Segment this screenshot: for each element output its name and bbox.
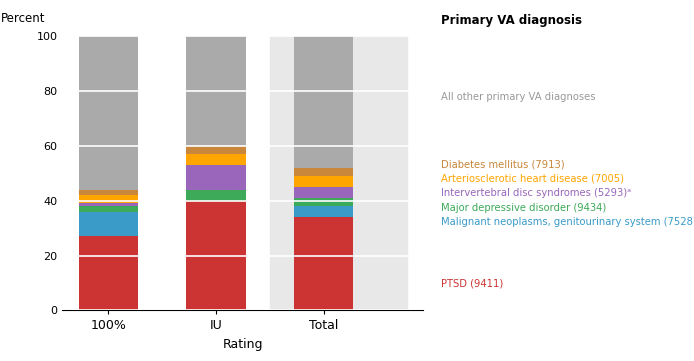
Text: Malignant neoplasms, genitourinary system (7528): Malignant neoplasms, genitourinary syste… — [441, 217, 694, 227]
Bar — [79, 195, 138, 204]
Bar — [187, 201, 246, 310]
Bar — [294, 176, 353, 187]
Text: Major depressive disorder (9434): Major depressive disorder (9434) — [441, 203, 606, 213]
Text: Arteriosclerotic heart disease (7005): Arteriosclerotic heart disease (7005) — [441, 174, 624, 184]
Bar — [79, 36, 138, 190]
Bar — [79, 204, 138, 206]
Text: Primary VA diagnosis: Primary VA diagnosis — [441, 14, 582, 27]
Bar — [294, 36, 353, 168]
Text: Intervertebral disc syndromes (5293)ᵃ: Intervertebral disc syndromes (5293)ᵃ — [441, 188, 631, 198]
Bar — [79, 236, 138, 310]
Bar — [187, 165, 246, 190]
Bar — [79, 206, 138, 212]
Bar — [294, 198, 353, 206]
Bar — [294, 187, 353, 198]
Bar — [79, 212, 138, 236]
Text: All other primary VA diagnoses: All other primary VA diagnoses — [441, 92, 595, 103]
Bar — [187, 154, 246, 165]
Bar — [187, 190, 246, 201]
Bar — [79, 190, 138, 195]
X-axis label: Rating: Rating — [223, 338, 263, 351]
Bar — [187, 146, 246, 154]
Text: PTSD (9411): PTSD (9411) — [441, 278, 503, 288]
Bar — [271, 36, 407, 310]
Bar — [294, 206, 353, 217]
Bar — [187, 36, 246, 146]
Text: Percent: Percent — [1, 12, 46, 25]
Text: Diabetes mellitus (7913): Diabetes mellitus (7913) — [441, 159, 564, 169]
Bar — [294, 168, 353, 176]
Bar — [294, 217, 353, 310]
